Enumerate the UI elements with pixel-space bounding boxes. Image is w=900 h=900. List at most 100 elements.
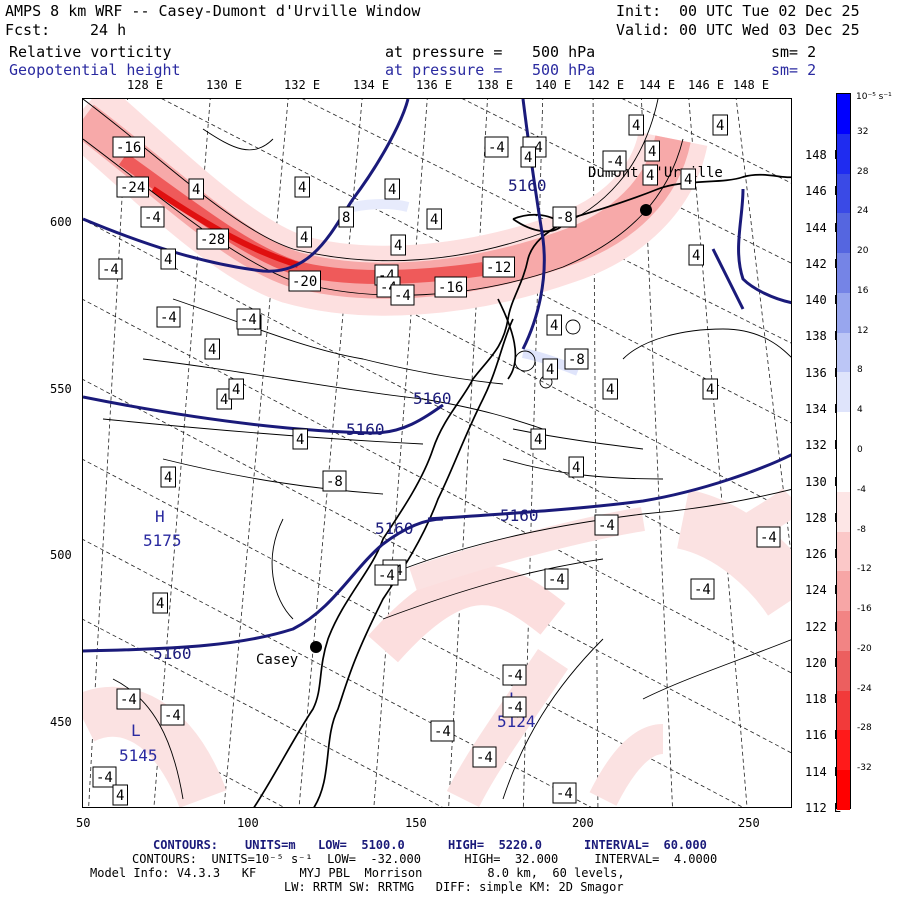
vorticity-label-box xyxy=(430,720,455,742)
vorticity-label-box xyxy=(544,568,569,590)
vorticity-label-box xyxy=(288,270,321,292)
vorticity-label: -4 xyxy=(96,770,113,786)
vorticity-label-box xyxy=(296,226,312,248)
forecast-label: Fcst: xyxy=(5,21,51,39)
vorticity-label: 4 xyxy=(116,788,124,804)
vorticity-label: -8 xyxy=(568,352,585,368)
low-value: 5145 xyxy=(119,746,158,765)
vorticity-label-box xyxy=(160,248,176,270)
vorticity-label: -4 xyxy=(606,154,623,170)
vorticity-label: -8 xyxy=(556,210,573,226)
colorbar xyxy=(836,93,851,811)
colorbar-label: 24 xyxy=(857,206,869,216)
vorticity-label: 4 xyxy=(692,248,700,264)
forecast-hour: 24 h xyxy=(90,21,127,39)
colorbar-label: -24 xyxy=(857,684,872,694)
vorticity-label: -24 xyxy=(120,180,145,196)
colorbar-label: 4 xyxy=(857,405,863,415)
vorticity-label: -4 xyxy=(378,568,395,584)
lon-label-top: 132 E xyxy=(284,78,321,92)
vorticity-label-box xyxy=(196,228,229,250)
high-symbol: H xyxy=(155,507,165,526)
plot-title: AMPS 8 km WRF -- Casey-Dumont d'Urville … xyxy=(5,2,421,20)
vorticity-label: 4 xyxy=(546,362,554,378)
footer-physics: LW: RRTM SW: RRTMG DIFF: simple KM: 2D S… xyxy=(284,880,624,894)
footer-height-low: LOW= 5100.0 xyxy=(318,838,405,852)
colorbar-swatch xyxy=(837,491,850,533)
vorticity-label: 4 xyxy=(164,252,172,268)
vorticity-label: -4 xyxy=(102,262,119,278)
vorticity-label-box xyxy=(160,704,185,726)
colorbar-swatch xyxy=(837,292,850,334)
vorticity-label-box xyxy=(434,276,467,298)
vorticity-label: -4 xyxy=(488,140,505,156)
vorticity-label-box xyxy=(542,358,558,380)
colorbar-swatch xyxy=(837,730,850,771)
map-canvas: Casey Dumont d'Urville 5160 5160 5160 51… xyxy=(83,99,791,807)
vorticity-label-box xyxy=(384,178,400,200)
vorticity-label: 4 xyxy=(550,318,558,334)
vorticity-label-box xyxy=(160,466,176,488)
vorticity-label: -28 xyxy=(200,232,225,248)
vorticity-label-box xyxy=(520,146,536,168)
vorticity-label-box xyxy=(204,338,220,360)
lon-label-top: 130 E xyxy=(206,78,243,92)
vorticity-label: -4 xyxy=(506,668,523,684)
vorticity-label-box xyxy=(112,136,145,158)
vorticity-label-box xyxy=(680,168,696,190)
valid-time: 00 UTC Wed 03 Dec 25 xyxy=(679,21,860,39)
vorticity-label-box xyxy=(188,178,204,200)
vorticity-label: -4 xyxy=(144,210,161,226)
vorticity-label-box xyxy=(702,378,718,400)
field-pressure-label-vorticity: at pressure = xyxy=(385,43,503,61)
x-tick-label: 200 xyxy=(572,816,594,830)
height-label: 5160 xyxy=(153,644,192,663)
x-tick-label: 100 xyxy=(237,816,259,830)
lon-label-top: 138 E xyxy=(477,78,514,92)
vorticity-label: -4 xyxy=(394,288,411,304)
vorticity-label-box xyxy=(472,746,497,768)
vorticity-label: -4 xyxy=(506,700,523,716)
vorticity-label-box xyxy=(140,206,165,228)
vorticity-label: 4 xyxy=(298,180,306,196)
vorticity-label: -16 xyxy=(116,140,141,156)
field-pressure-label-height: at pressure = xyxy=(385,61,503,79)
vorticity-label: -4 xyxy=(120,692,137,708)
vorticity-label-box xyxy=(236,308,261,330)
lon-label-top: 146 E xyxy=(688,78,725,92)
colorbar-swatch xyxy=(837,133,850,175)
field-smooth-height: sm= 2 xyxy=(771,61,817,79)
vorticity-label-box xyxy=(116,176,149,198)
colorbar-swatch xyxy=(837,332,850,373)
colorbar-label: -28 xyxy=(857,723,872,733)
x-tick-label: 150 xyxy=(405,816,427,830)
low-symbol: L xyxy=(131,721,141,740)
field-smooth-vorticity: sm= 2 xyxy=(771,43,817,61)
vorticity-label: 4 xyxy=(388,182,396,198)
height-label: 5160 xyxy=(346,420,385,439)
high-value: 5175 xyxy=(143,531,182,550)
lon-label-top: 142 E xyxy=(588,78,625,92)
vorticity-label: -4 xyxy=(164,708,181,724)
vorticity-label-box xyxy=(292,428,308,450)
vorticity-label: -4 xyxy=(760,530,777,546)
vorticity-label: 4 xyxy=(606,382,614,398)
field-pressure-vorticity: 500 hPa xyxy=(532,43,596,61)
vorticity-label: -20 xyxy=(292,274,317,290)
colorbar-swatch xyxy=(837,531,850,572)
vorticity-label-box xyxy=(712,114,728,136)
footer-height-interval: INTERVAL= 60.000 xyxy=(584,838,707,852)
colorbar-label: -12 xyxy=(857,564,872,574)
footer-height-contours: CONTOURS: xyxy=(153,838,219,852)
vorticity-labels: -16 -24 -4 -28 -20 -16 -12 -8 -8 -4 -4 -4 -4 -4 -4 -4 -4… xyxy=(92,114,781,806)
vorticity-label-box xyxy=(552,782,577,804)
footer-vorticity-contours: CONTOURS: UNITS=10⁻⁵ s⁻¹ LOW= -32.000 HI… xyxy=(132,852,718,866)
vorticity-label: 4 xyxy=(524,150,532,166)
vorticity-label: 4 xyxy=(394,238,402,254)
colorbar-swatch xyxy=(837,253,850,294)
colorbar-swatch xyxy=(837,412,850,453)
colorbar-swatch xyxy=(837,650,850,692)
height-label: 5160 xyxy=(413,389,452,408)
footer-height-units: UNITS=m xyxy=(245,838,296,852)
vorticity-label: -4 xyxy=(434,724,451,740)
